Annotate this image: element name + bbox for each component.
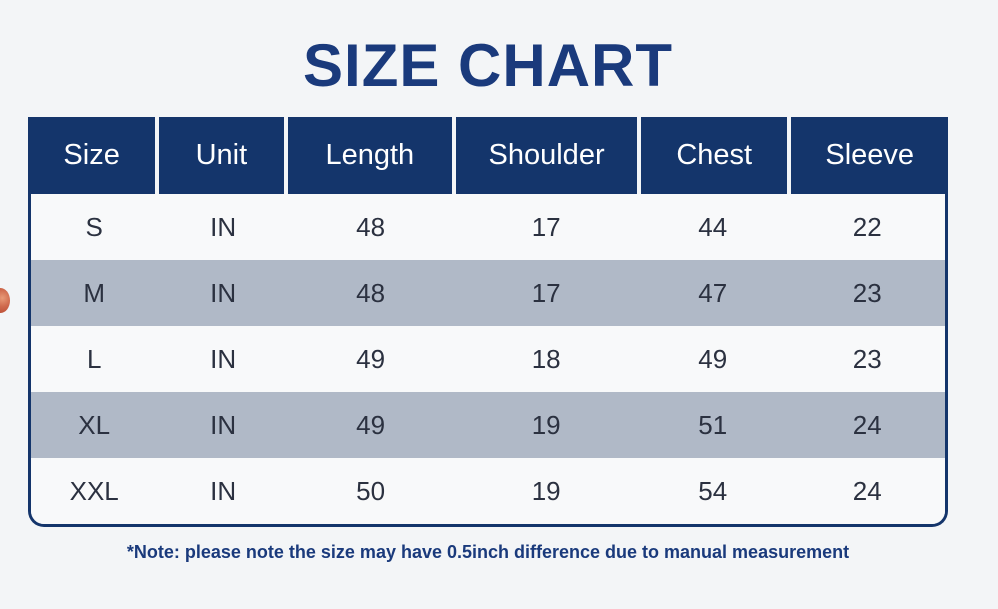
table-cell: 22 [852,211,882,242]
column-header-chest: Chest [640,117,788,194]
table-cell: 48 [356,211,386,242]
size-table: Size Unit Length Shoulder Chest Sleeve S IN 48 1… [28,117,948,527]
table-cell: XL [78,409,111,440]
table-cell: 18 [531,343,561,374]
table-cell: 48 [356,277,386,308]
table-row-xxl: XXL IN 50 19 54 24 [31,458,945,524]
measurement-note: *Note: please note the size may have 0.5… [126,542,850,562]
table-cell: XXL [69,475,119,506]
table-cell: 19 [531,475,561,506]
table-cell: 51 [698,409,728,440]
table-cell: 17 [531,277,561,308]
column-header-shoulder: Shoulder [456,117,637,194]
table-cell: 49 [698,343,728,374]
table-cell: 17 [531,211,561,242]
table-cell: IN [210,211,237,242]
column-header-length: Length [287,117,453,194]
table-row-m: M IN 48 17 47 23 [31,260,945,326]
table-cell: M [83,277,106,308]
table-cell: IN [210,277,237,308]
table-cell: 44 [698,211,728,242]
table-body: S IN 48 17 44 22 M IN 48 17 47 23 L IN 49 18 49 23 XL IN 49 1… [28,194,948,527]
table-cell: 49 [356,409,386,440]
table-cell: S [85,211,103,242]
table-cell: IN [210,475,237,506]
table-cell: 49 [356,343,386,374]
table-row-l: L IN 49 18 49 23 [31,326,945,392]
table-cell: IN [210,343,237,374]
table-cell: 19 [531,409,561,440]
table-cell: 23 [852,343,882,374]
table-cell: 54 [698,475,728,506]
column-header-size: Size [28,117,156,194]
table-cell: 24 [852,409,882,440]
column-header-sleeve: Sleeve [791,117,948,194]
column-header-unit: Unit [159,117,284,194]
table-cell: L [86,343,102,374]
table-header-row: Size Unit Length Shoulder Chest Sleeve [28,117,948,194]
table-cell: 47 [698,277,728,308]
table-row-s: S IN 48 17 44 22 [31,194,945,260]
table-cell: 24 [852,475,882,506]
table-cell: 50 [356,475,386,506]
table-row-xl: XL IN 49 19 51 24 [31,392,945,458]
table-cell: 23 [852,277,882,308]
size-chart-panel: SIZE CHART Size Unit Length Shoulder Chest Sl… [28,0,948,563]
page-title: SIZE CHART [303,32,673,99]
table-cell: IN [210,409,237,440]
edge-sticker-icon [0,288,10,313]
